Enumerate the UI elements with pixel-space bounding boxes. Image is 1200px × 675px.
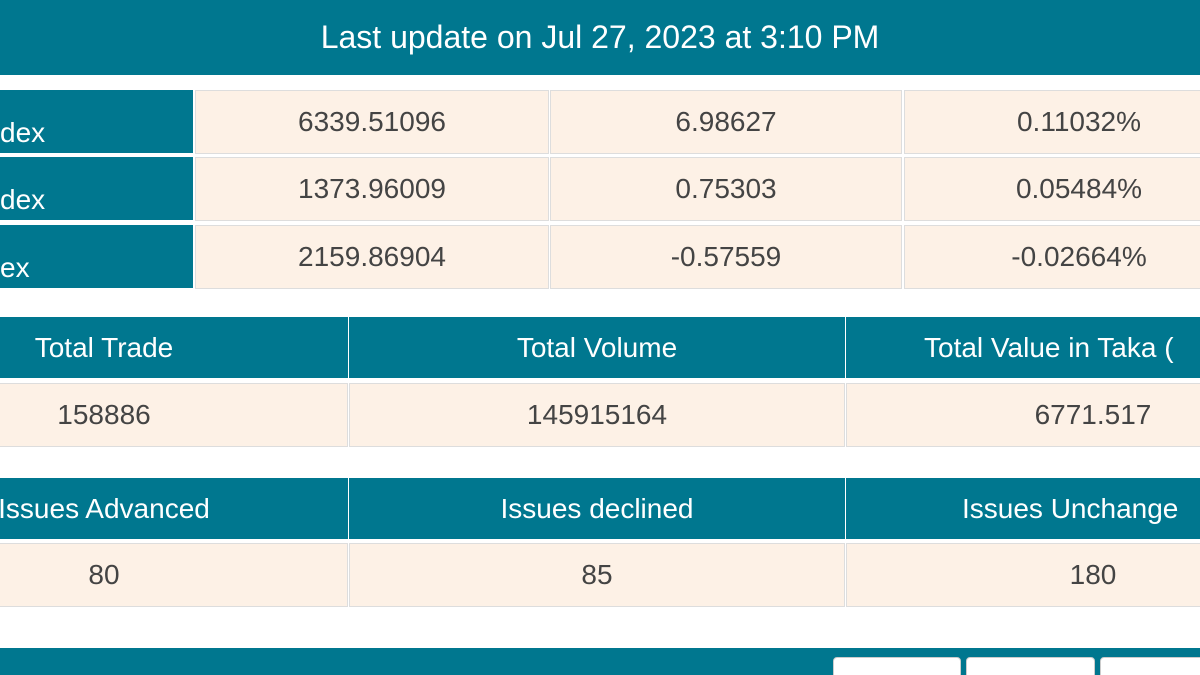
column-header-text: Issues Unchange [962, 492, 1179, 524]
summary-value: 145915164 [349, 383, 845, 447]
summary-value-text: 85 [581, 559, 613, 590]
index-name-text: dex [0, 117, 46, 148]
index-value-text: 2159.86904 [298, 241, 446, 272]
summary-value-text: 158886 [57, 399, 151, 430]
summary-value-text: 145915164 [526, 399, 668, 430]
index-value-text: 6339.51096 [298, 106, 446, 137]
column-header-text: Total Value in Taka ( [924, 331, 1174, 363]
index-value: 0.75303 [550, 157, 902, 221]
column-header: Total Trade [0, 317, 348, 378]
index-name: ex [0, 225, 193, 288]
index-name: dex [0, 157, 193, 220]
index-value: 1373.96009 [195, 157, 549, 221]
column-header: Issues declined [349, 478, 845, 539]
column-header-text: Issues Advanced [0, 492, 210, 524]
summary-value-text: 80 [88, 559, 120, 590]
index-name-text: dex [0, 184, 46, 215]
column-header-text: Total Trade [34, 331, 174, 363]
summary-value-text: 6771.517 [1034, 399, 1152, 430]
summary-value: 158886 [0, 383, 348, 447]
summary-value: 180 [846, 543, 1200, 607]
tab-button[interactable] [1100, 657, 1200, 675]
index-value-text: -0.02664% [1011, 241, 1147, 272]
index-value: 0.05484% [904, 157, 1200, 221]
column-header: Issues Advanced [0, 478, 348, 539]
index-value-text: 0.75303 [675, 173, 777, 204]
tab-button[interactable] [966, 657, 1095, 675]
index-value: 6.98627 [550, 90, 902, 154]
title: Last update on Jul 27, 2023 at 3:10 PM [320, 19, 880, 55]
index-value-text: 1373.96009 [298, 173, 446, 204]
column-header: Total Value in Taka ( [846, 317, 1200, 378]
column-header-text: Issues declined [500, 492, 694, 524]
index-value-text: 0.05484% [1015, 173, 1143, 204]
summary-value: 80 [0, 543, 348, 607]
index-value: 0.11032% [904, 90, 1200, 154]
index-value: 6339.51096 [195, 90, 549, 154]
summary-value: 85 [349, 543, 845, 607]
index-value: 2159.86904 [195, 225, 549, 289]
index-value-text: 0.11032% [1016, 106, 1142, 137]
index-value: -0.02664% [904, 225, 1200, 289]
index-value-text: 6.98627 [675, 106, 777, 137]
index-value: -0.57559 [550, 225, 902, 289]
index-name-text: ex [0, 252, 30, 283]
index-name: dex [0, 90, 193, 153]
tab-button[interactable] [833, 657, 961, 675]
title-bar: Last update on Jul 27, 2023 at 3:10 PM [0, 0, 1200, 75]
index-value-text: -0.57559 [670, 241, 782, 272]
summary-value: 6771.517 [846, 383, 1200, 447]
column-header: Total Volume [349, 317, 845, 378]
column-header: Issues Unchange [846, 478, 1200, 539]
column-header-text: Total Volume [516, 331, 678, 363]
summary-value-text: 180 [1069, 559, 1117, 590]
